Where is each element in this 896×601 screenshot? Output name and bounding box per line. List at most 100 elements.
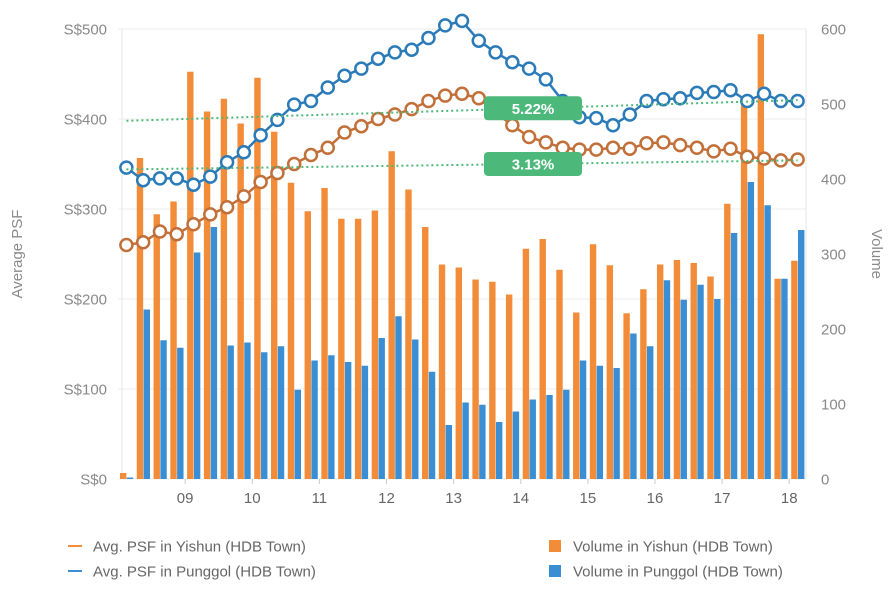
yishun-psf-point[interactable] — [219, 199, 235, 215]
bar-punggol-volume[interactable] — [479, 404, 486, 479]
yishun-psf-point[interactable] — [505, 118, 520, 133]
yishun-psf-point[interactable] — [337, 125, 352, 140]
yishun-psf-point[interactable] — [286, 156, 302, 172]
bar-punggol-volume[interactable] — [747, 182, 755, 479]
yishun-psf-point[interactable] — [622, 141, 638, 156]
bar-punggol-volume[interactable] — [328, 355, 335, 479]
bar-punggol-volume[interactable] — [630, 333, 637, 480]
punggol-psf-point[interactable] — [387, 45, 403, 60]
bar-punggol-volume[interactable] — [294, 389, 301, 479]
yishun-psf-point[interactable] — [538, 135, 554, 150]
yishun-psf-point[interactable] — [437, 88, 453, 103]
bar-yishun-volume[interactable] — [606, 265, 614, 479]
punggol-psf-point[interactable] — [421, 30, 436, 46]
punggol-psf-point[interactable] — [706, 84, 721, 100]
punggol-psf-point[interactable] — [622, 107, 638, 122]
yishun-psf-point[interactable] — [454, 86, 470, 102]
bar-punggol-volume[interactable] — [781, 278, 788, 479]
bar-punggol-volume[interactable] — [579, 360, 587, 480]
bar-yishun-volume[interactable] — [438, 264, 446, 480]
bar-yishun-volume[interactable] — [707, 276, 714, 480]
yishun-psf-point[interactable] — [588, 142, 604, 157]
bar-punggol-volume[interactable] — [311, 360, 318, 480]
yishun-psf-point[interactable] — [169, 226, 184, 242]
punggol-psf-point[interactable] — [538, 72, 554, 87]
punggol-psf-point[interactable] — [303, 93, 319, 109]
bar-punggol-volume[interactable] — [714, 299, 721, 479]
bar-punggol-volume[interactable] — [344, 362, 352, 479]
yishun-psf-point[interactable] — [723, 141, 738, 156]
punggol-psf-point[interactable] — [756, 86, 772, 102]
yishun-psf-point[interactable] — [236, 189, 252, 204]
bar-yishun-volume[interactable] — [422, 227, 429, 479]
bar-yishun-volume[interactable] — [472, 279, 479, 480]
bar-punggol-volume[interactable] — [663, 280, 671, 479]
legend-item[interactable]: Avg. PSF in Yishun (HDB Town) — [68, 539, 306, 556]
punggol-psf-point[interactable] — [219, 154, 235, 170]
bar-punggol-volume[interactable] — [646, 346, 654, 479]
bar-punggol-volume[interactable] — [764, 205, 771, 479]
bar-yishun-volume[interactable] — [589, 244, 597, 479]
bar-punggol-volume[interactable] — [412, 339, 419, 480]
punggol-psf-point[interactable] — [404, 42, 419, 57]
bar-yishun-volume[interactable] — [640, 289, 647, 479]
bar-punggol-volume[interactable] — [512, 411, 520, 480]
yishun-psf-point[interactable] — [672, 137, 688, 153]
punggol-psf-point[interactable] — [337, 68, 352, 84]
punggol-psf-point[interactable] — [488, 45, 503, 60]
punggol-psf-point[interactable] — [169, 171, 184, 186]
punggol-psf-point[interactable] — [119, 160, 134, 175]
bar-yishun-volume[interactable] — [254, 77, 261, 479]
bar-yishun-volume[interactable] — [220, 98, 228, 479]
bar-punggol-volume[interactable] — [462, 402, 469, 480]
yishun-psf-point[interactable] — [656, 135, 671, 150]
bar-punggol-volume[interactable] — [193, 252, 201, 480]
yishun-psf-point[interactable] — [421, 93, 436, 109]
punggol-psf-point[interactable] — [286, 97, 302, 112]
bar-punggol-volume[interactable] — [546, 395, 553, 479]
bar-yishun-volume[interactable] — [774, 278, 781, 479]
punggol-psf-point[interactable] — [588, 110, 604, 126]
yishun-psf-point[interactable] — [370, 111, 386, 127]
punggol-psf-point[interactable] — [370, 51, 386, 66]
bar-punggol-volume[interactable] — [277, 346, 285, 479]
bar-yishun-volume[interactable] — [271, 131, 278, 479]
bar-yishun-volume[interactable] — [724, 203, 731, 479]
yishun-psf-point[interactable] — [320, 140, 336, 156]
punggol-psf-point[interactable] — [320, 80, 336, 95]
bar-yishun-volume[interactable] — [656, 264, 664, 480]
bar-punggol-volume[interactable] — [798, 230, 805, 479]
bar-yishun-volume[interactable] — [203, 111, 211, 480]
bar-punggol-volume[interactable] — [613, 368, 620, 479]
yishun-psf-point[interactable] — [203, 207, 218, 222]
yishun-psf-point[interactable] — [790, 152, 805, 167]
yishun-psf-point[interactable] — [270, 165, 285, 181]
bar-yishun-volume[interactable] — [623, 313, 630, 479]
bar-yishun-volume[interactable] — [388, 151, 395, 479]
punggol-psf-point[interactable] — [656, 91, 671, 107]
bar-punggol-volume[interactable] — [428, 371, 436, 479]
punggol-psf-point[interactable] — [186, 177, 201, 192]
bar-yishun-volume[interactable] — [690, 263, 697, 479]
bar-punggol-volume[interactable] — [697, 284, 704, 479]
bar-yishun-volume[interactable] — [170, 201, 177, 480]
punggol-psf-point[interactable] — [203, 169, 218, 184]
bar-yishun-volume[interactable] — [539, 239, 546, 479]
yishun-psf-point[interactable] — [119, 237, 134, 253]
bar-punggol-volume[interactable] — [596, 365, 604, 479]
bar-yishun-volume[interactable] — [187, 71, 194, 479]
punggol-psf-point[interactable] — [605, 118, 621, 133]
punggol-psf-point[interactable] — [135, 172, 151, 188]
bar-punggol-volume[interactable] — [160, 340, 167, 479]
punggol-psf-point[interactable] — [521, 61, 537, 76]
bar-punggol-volume[interactable] — [177, 347, 184, 479]
bar-yishun-volume[interactable] — [371, 210, 379, 480]
yishun-psf-point[interactable] — [756, 151, 772, 166]
bar-yishun-volume[interactable] — [354, 218, 362, 479]
punggol-psf-point[interactable] — [152, 171, 168, 186]
punggol-psf-point[interactable] — [236, 145, 252, 160]
bar-punggol-volume[interactable] — [361, 365, 369, 479]
yishun-psf-point[interactable] — [706, 144, 721, 159]
bar-punggol-volume[interactable] — [730, 233, 738, 479]
punggol-psf-point[interactable] — [505, 55, 520, 70]
